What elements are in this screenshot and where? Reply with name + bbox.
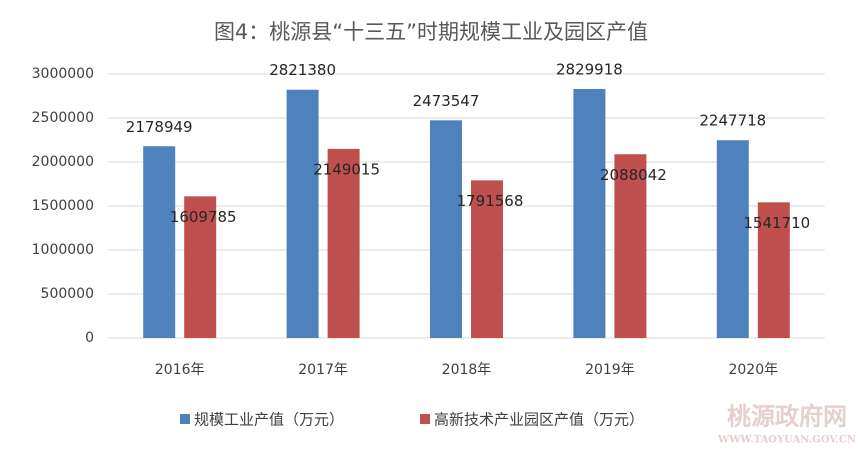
bar <box>471 180 503 338</box>
bar <box>286 89 319 338</box>
chart-title: 图4：桃源县“十三五”时期规模工业及园区产值 <box>214 20 648 44</box>
data-label: 2247718 <box>699 112 766 130</box>
watermark-url: WWW.TAOYUAN.GOV.CN <box>717 435 856 446</box>
bar <box>143 146 176 338</box>
x-tick-label: 2019年 <box>585 362 635 378</box>
y-tick-label: 2500000 <box>32 110 94 126</box>
data-label: 1791568 <box>457 192 524 210</box>
legend-swatch <box>180 414 190 424</box>
y-tick-label: 500000 <box>41 286 94 302</box>
bar <box>327 148 360 338</box>
x-tick-label: 2020年 <box>728 362 778 378</box>
bar <box>430 120 462 338</box>
legend-label: 规模工业产值（万元） <box>194 411 344 429</box>
data-label: 2829918 <box>556 60 623 78</box>
bar <box>614 154 647 338</box>
watermark: 桃源政府网 <box>727 402 847 431</box>
data-label: 2178949 <box>126 118 193 136</box>
y-tick-label: 1000000 <box>32 242 94 258</box>
data-label: 1609785 <box>170 208 237 226</box>
x-tick-label: 2016年 <box>155 362 205 378</box>
data-label: 1541710 <box>743 214 810 232</box>
bar <box>184 196 217 338</box>
data-label: 2821380 <box>269 61 336 79</box>
bar <box>716 140 749 338</box>
y-tick-label: 2000000 <box>32 154 94 170</box>
y-tick-label: 3000000 <box>32 66 94 82</box>
data-label: 2473547 <box>413 92 480 110</box>
legend-swatch <box>420 414 430 424</box>
x-tick-label: 2018年 <box>442 362 492 378</box>
legend-label: 高新技术产业园区产值（万元） <box>434 411 644 429</box>
y-tick-label: 1500000 <box>32 198 94 214</box>
x-tick-label: 2017年 <box>298 362 348 378</box>
data-label: 2149015 <box>313 160 380 178</box>
y-tick-label: 0 <box>85 330 94 346</box>
bar <box>757 202 790 338</box>
data-label: 2088042 <box>600 166 667 184</box>
bar <box>573 88 606 338</box>
